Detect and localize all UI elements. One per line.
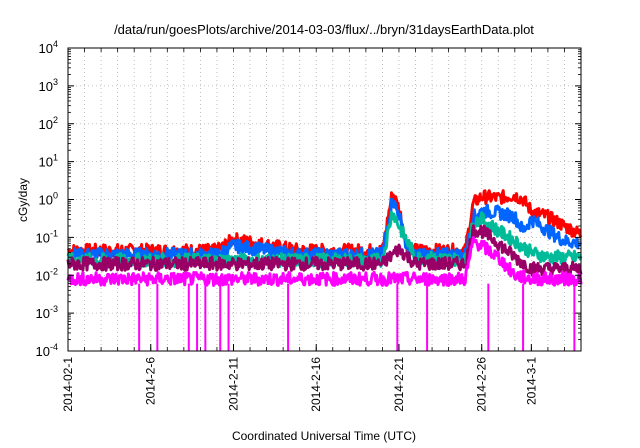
y-tick-label-exponent: 1	[53, 153, 58, 163]
y-tick-label: 10-4	[36, 342, 58, 359]
y-tick-label-base: 10	[39, 155, 53, 170]
y-tick-label-base: 10	[36, 306, 50, 321]
y-tick-label-base: 10	[36, 344, 50, 359]
x-axis-label: Coordinated Universal Time (UTC)	[232, 429, 416, 443]
grid	[68, 48, 581, 351]
y-tick-label-exponent: 3	[53, 77, 58, 87]
y-tick-label-base: 10	[39, 41, 53, 56]
y-tick-label-exponent: -3	[50, 304, 58, 314]
x-tick-label: 2014-02-1	[61, 357, 75, 412]
y-tick-label: 102	[39, 115, 58, 132]
y-tick-label: 100	[39, 191, 58, 208]
series-line	[66, 224, 583, 277]
y-tick-label-exponent: 2	[53, 115, 58, 125]
y-tick-label: 10-1	[36, 228, 58, 245]
y-tick-label-exponent: 0	[53, 191, 58, 201]
y-tick-label: 101	[39, 153, 58, 170]
x-tick-label: 2014-2-11	[226, 357, 240, 411]
series-group	[66, 189, 583, 351]
y-tick-label: 10-2	[36, 266, 58, 283]
x-tick-label: 2014-2-21	[392, 357, 406, 412]
x-tick-label: 2014-3-1	[524, 357, 538, 405]
y-tick-label-exponent: 4	[53, 39, 58, 49]
y-tick-label-base: 10	[36, 268, 50, 283]
y-tick-label-base: 10	[39, 79, 53, 94]
y-tick-label: 10-3	[36, 304, 58, 321]
y-tick-label: 103	[39, 77, 58, 94]
y-tick-label-exponent: -4	[50, 342, 58, 352]
y-tick-label: 104	[39, 39, 58, 56]
y-tick-label-base: 10	[39, 117, 53, 132]
tick-marks	[67, 47, 581, 352]
x-tick-label: 2014-2-6	[144, 357, 158, 405]
y-tick-label-base: 10	[36, 230, 50, 245]
y-tick-label-exponent: -2	[50, 266, 58, 276]
x-tick-labels: 2014-02-1 2014-2-6 2014-2-11 2014-2-16 2014-…	[61, 357, 538, 412]
y-axis-label: cGy/day	[16, 178, 30, 222]
y-tick-label-exponent: -1	[50, 228, 58, 238]
x-tick-label: 2014-2-16	[309, 357, 323, 412]
x-tick-label: 2014-2-26	[475, 357, 489, 412]
series-line	[66, 236, 583, 287]
y-tick-label-base: 10	[39, 193, 53, 208]
chart-title: /data/run/goesPlots/archive/2014-03-03/f…	[114, 22, 534, 37]
